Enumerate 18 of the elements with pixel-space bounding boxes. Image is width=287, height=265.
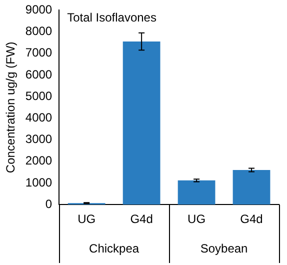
- y-tick-label: 8000: [25, 24, 52, 38]
- x-tick-label: G4d: [130, 212, 153, 226]
- y-tick-label: 4000: [25, 110, 52, 125]
- y-tick-label: 2000: [25, 154, 52, 168]
- text: Soybean: [200, 241, 248, 256]
- text: Chickpea: [89, 241, 140, 256]
- x-tick-label: G4d: [240, 212, 263, 226]
- y-tick-label: 6000: [25, 67, 52, 82]
- y-tick-label: 3000: [25, 132, 52, 146]
- y-tick-label: 7000: [25, 46, 52, 60]
- y-axis-title: Concentration ug/g (FW): [4, 42, 18, 174]
- y-tick-label: 5000: [25, 88, 52, 103]
- y-tick-label: 1000: [25, 175, 52, 190]
- y-tick-label: 9000: [25, 2, 52, 17]
- chart-title: Total Isoflavones: [67, 10, 156, 25]
- x-tick-label: UG: [188, 212, 206, 226]
- x-tick-label: UG: [78, 212, 96, 226]
- y-tick-label: 0: [45, 196, 52, 211]
